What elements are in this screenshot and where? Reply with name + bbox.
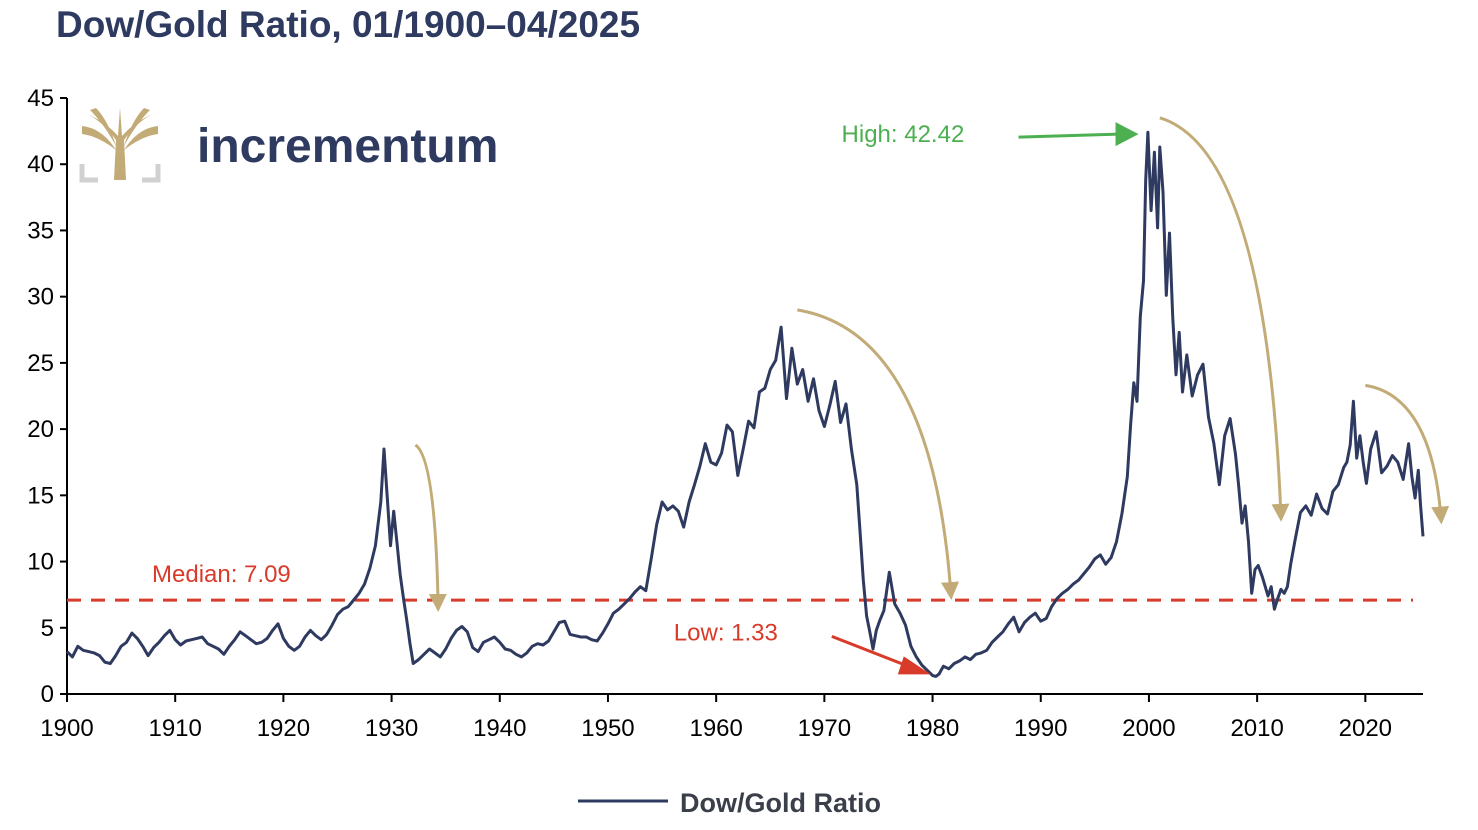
x-ticks: 1900 1910 1920 1930 1940 1950 1960 1970 1980 1990… (40, 694, 1392, 742)
x-tick-label: 2020 (1339, 715, 1392, 742)
x-tick-label: 1990 (1014, 715, 1067, 742)
y-tick-label: 45 (27, 85, 54, 112)
low-arrowhead (897, 656, 931, 675)
high-arrow (1018, 132, 1119, 139)
low-arrow (831, 634, 915, 670)
y-tick-label: 10 (27, 549, 54, 576)
trend-arrow (1365, 383, 1450, 525)
x-tick-label: 2000 (1122, 715, 1175, 742)
series-line-dow-gold-ratio (65, 130, 1425, 678)
high-label: High: 42.42 (842, 121, 965, 148)
trend-arrow (1159, 116, 1290, 522)
x-tick-label: 1970 (798, 715, 851, 742)
trend-arrow (797, 308, 960, 601)
trend-arrows (414, 116, 1450, 612)
x-tick-label: 1900 (40, 715, 93, 742)
x-tick-label: 1960 (689, 715, 742, 742)
y-tick-label: 20 (27, 416, 54, 443)
median-label: Median: 7.09 (152, 561, 291, 588)
y-ticks: 0 5 10 15 20 25 30 35 40 45 (27, 85, 67, 708)
y-tick-label: 40 (27, 151, 54, 178)
tree-icon (79, 107, 161, 183)
y-tick-label: 35 (27, 217, 54, 244)
trend-arrow (414, 443, 447, 612)
x-tick-label: 1910 (148, 715, 201, 742)
x-tick-label: 1980 (906, 715, 959, 742)
x-tick-label: 1950 (581, 715, 634, 742)
low-label: Low: 1.33 (674, 619, 778, 646)
x-tick-label: 1940 (473, 715, 526, 742)
x-tick-label: 2010 (1230, 715, 1283, 742)
x-tick-label: 1930 (365, 715, 418, 742)
chart-title: Dow/Gold Ratio, 01/1900–04/2025 (56, 4, 641, 45)
y-tick-label: 5 (41, 615, 54, 642)
high-arrowhead (1115, 122, 1139, 147)
y-tick-label: 0 (41, 681, 54, 708)
brand-logo: incrementum (79, 107, 498, 183)
legend: Dow/Gold Ratio (578, 788, 881, 818)
y-tick-label: 15 (27, 482, 54, 509)
y-tick-label: 25 (27, 350, 54, 377)
legend-label: Dow/Gold Ratio (680, 788, 881, 818)
x-tick-label: 1920 (257, 715, 310, 742)
brand-name: incrementum (197, 120, 498, 173)
y-tick-label: 30 (27, 284, 54, 311)
